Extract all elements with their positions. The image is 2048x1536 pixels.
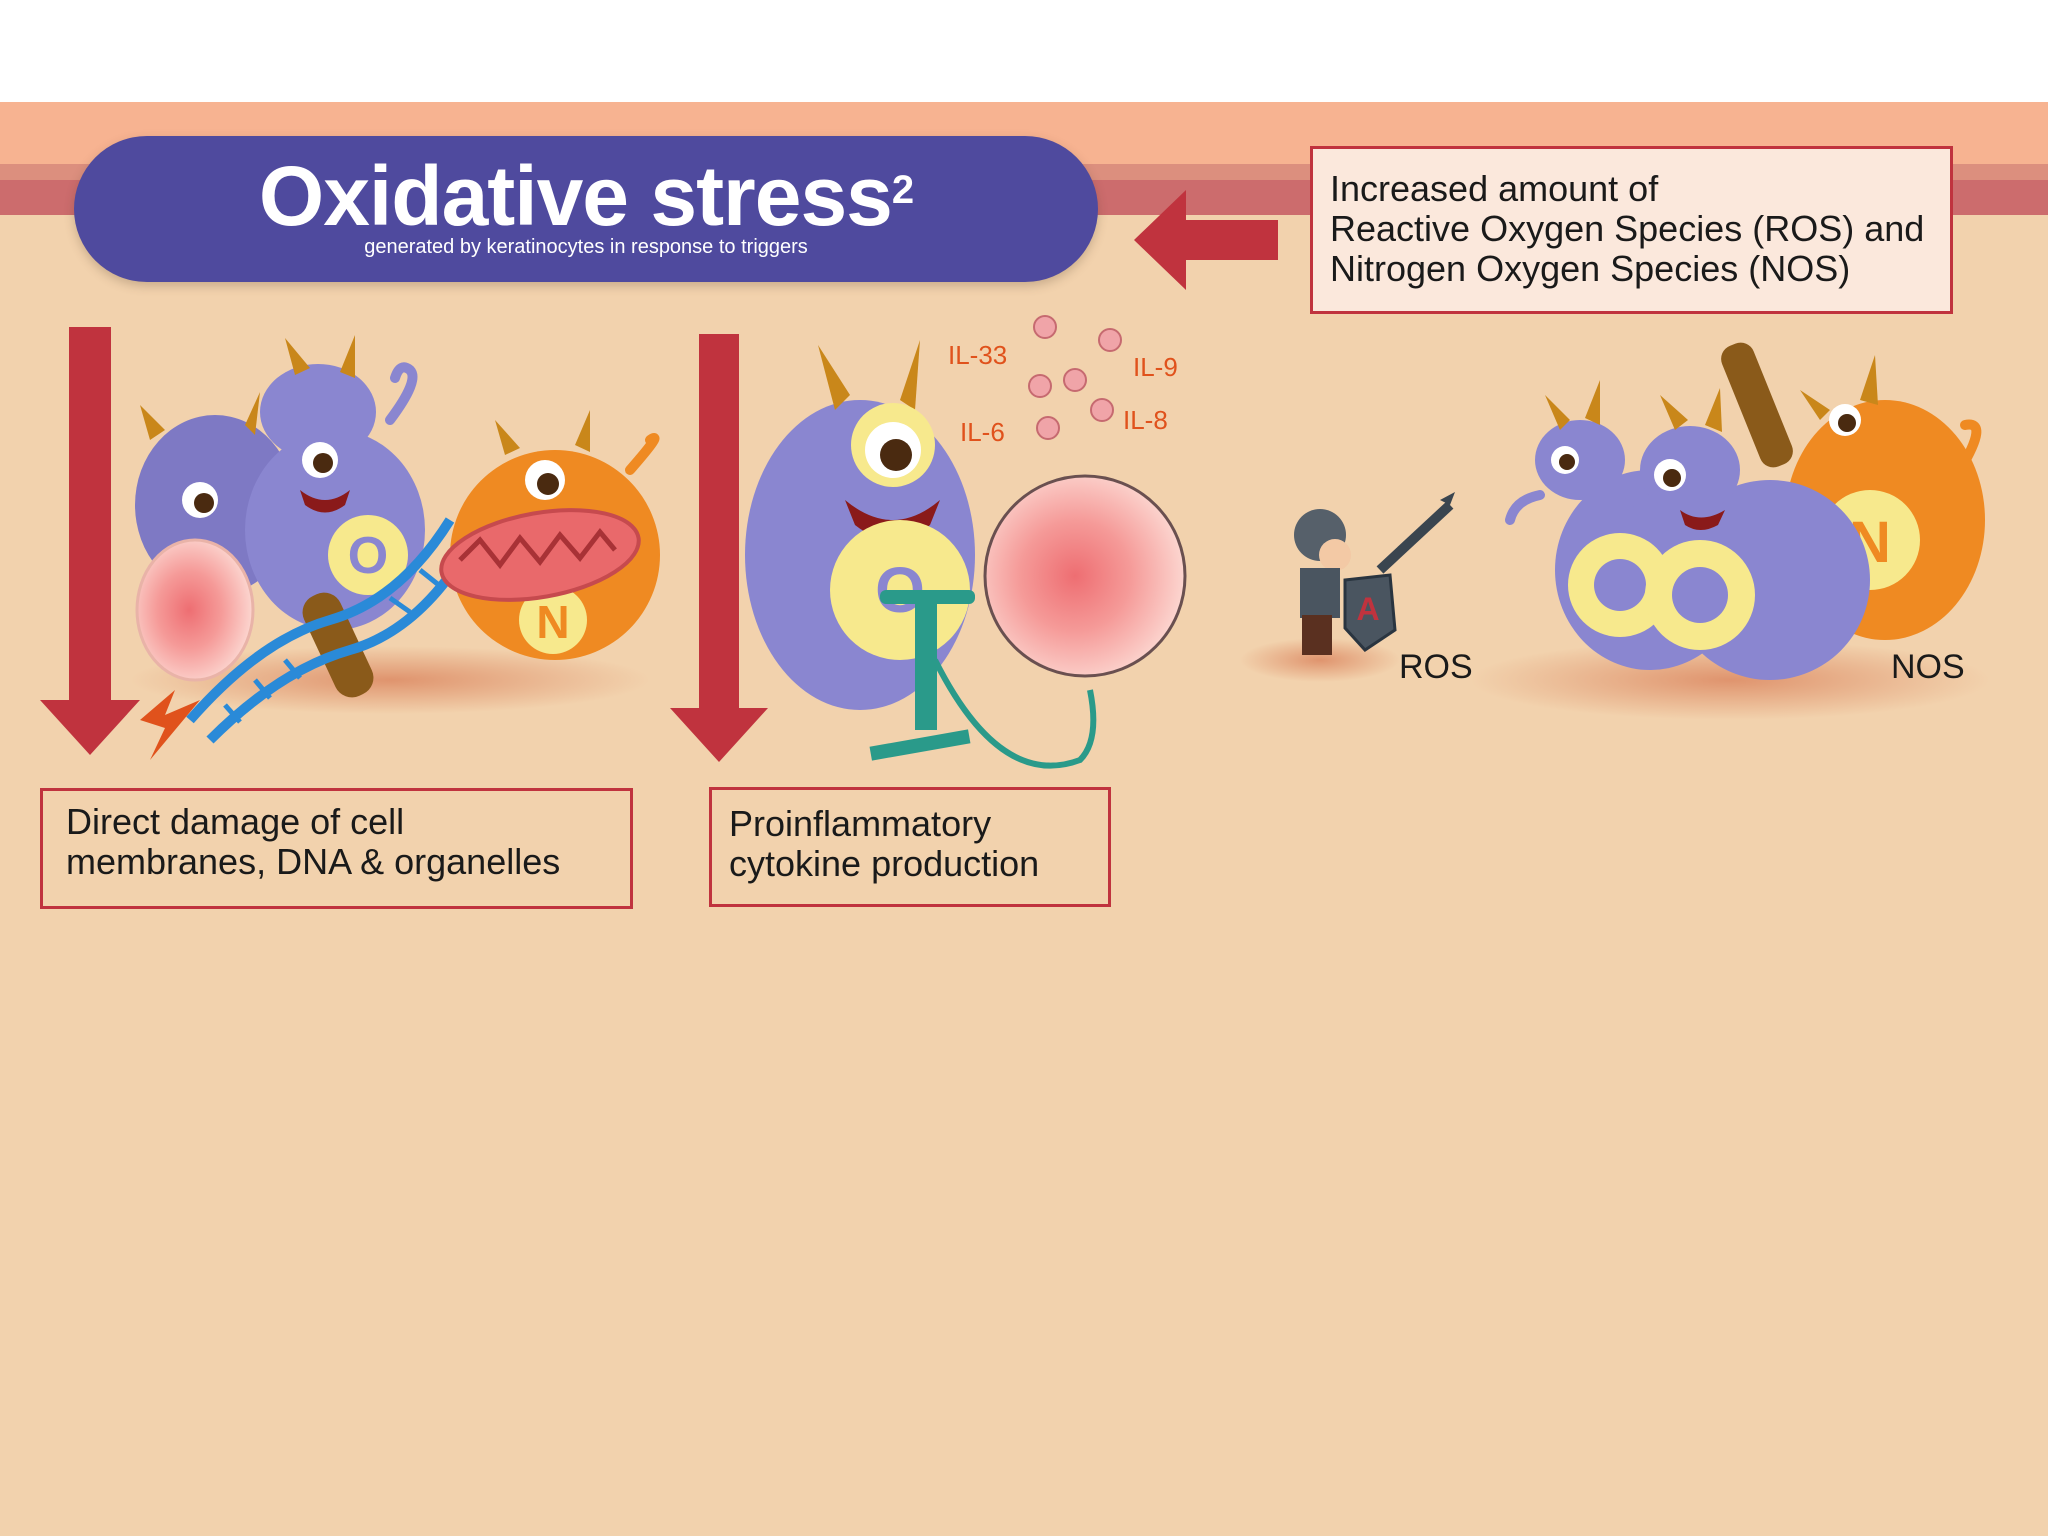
page-subtitle: generated by keratinocytes in response t…	[364, 236, 808, 258]
nos-label: NOS	[1891, 648, 1965, 686]
arrow-down-icon-left	[40, 327, 140, 755]
oxygen-badge: O	[348, 527, 388, 585]
effect-line: Proinflammatory	[729, 803, 992, 844]
monster-pumping-cell-illustration: O	[745, 315, 1187, 769]
ros-nos-source-box: Increased amount of Reactive Oxygen Spec…	[1310, 146, 1953, 314]
cytokine-label-il8: IL-8	[1123, 405, 1168, 435]
nitrogen-badge: N	[536, 596, 569, 648]
cytokine-label-il9: IL-9	[1133, 352, 1178, 382]
cytokine-label-il6: IL-6	[960, 417, 1005, 447]
source-line: Reactive Oxygen Species (ROS) and	[1330, 208, 1925, 249]
background	[0, 102, 2048, 1536]
source-line: Nitrogen Oxygen Species (NOS)	[1330, 248, 1851, 289]
arrow-left-icon	[1134, 190, 1278, 290]
effect-line: membranes, DNA & organelles	[66, 841, 561, 882]
source-line: Increased amount of	[1330, 168, 1659, 209]
effect-line: cytokine production	[729, 843, 1040, 884]
effect-line: Direct damage of cell	[66, 801, 405, 842]
arrow-down-icon-middle	[670, 334, 768, 762]
ros-nos-monsters-illustration: N	[1505, 342, 1985, 680]
title-superscript: 2	[891, 168, 914, 212]
ground-shadow	[1240, 638, 1400, 682]
antioxidant-knight-illustration: A	[1294, 492, 1455, 655]
monsters-damaging-cell-illustration: O N	[135, 335, 660, 760]
title-text: Oxidative stress	[258, 149, 893, 243]
page-title: Oxidative stress2	[74, 146, 1098, 246]
antioxidant-badge: A	[1356, 591, 1379, 627]
title-banner: Oxidative stress2 generated by keratinoc…	[74, 136, 1098, 282]
effect-box-direct-damage: Direct damage of cell membranes, DNA & o…	[40, 788, 633, 909]
effect-box-cytokine-production: Proinflammatory cytokine production	[709, 787, 1111, 907]
cytokine-label-il33: IL-33	[948, 340, 1008, 370]
ground-shadow	[1470, 640, 1990, 720]
ros-label: ROS	[1399, 648, 1473, 686]
